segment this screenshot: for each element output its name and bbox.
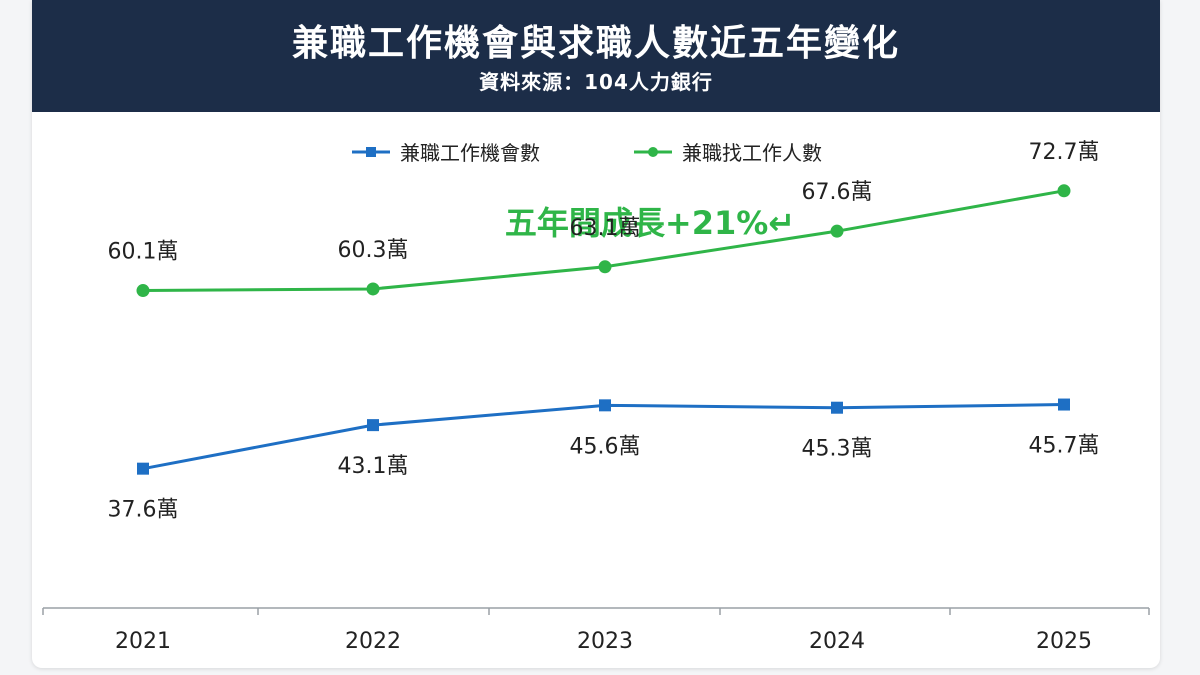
legend-marker	[366, 147, 376, 157]
chart-card: 兼職工作機會與求職人數近五年變化 資料來源：104人力銀行	[32, 0, 1160, 668]
data-label: 45.6萬	[570, 434, 641, 459]
data-point	[1057, 184, 1071, 198]
data-label: 60.3萬	[338, 238, 409, 263]
legend-label: 兼職找工作人數	[682, 141, 822, 165]
data-point	[367, 419, 379, 432]
chart-title: 兼職工作機會與求職人數近五年變化	[291, 23, 900, 64]
chart-source: 資料來源：104人力銀行	[479, 70, 713, 94]
legend-marker	[648, 147, 658, 157]
data-label: 43.1萬	[338, 454, 409, 479]
data-point	[599, 399, 611, 412]
data-point	[137, 462, 149, 475]
legend-item: 兼職工作機會數	[352, 141, 540, 165]
data-point	[366, 282, 380, 296]
data-label: 45.7萬	[1029, 434, 1100, 459]
x-tick-label: 2022	[345, 629, 401, 654]
data-label: 60.1萬	[108, 240, 179, 265]
chart-series: 37.6萬 43.1萬 45.6萬 45.3萬 45.7萬 60.1萬 60.3萬 63.1萬…	[108, 140, 1100, 523]
data-point	[598, 260, 612, 274]
x-tick-label: 2023	[577, 629, 633, 654]
data-label: 45.3萬	[802, 437, 873, 462]
data-point	[830, 224, 844, 238]
growth-annotation: 五年間成長+21%↵	[505, 204, 795, 242]
data-label: 67.6萬	[802, 180, 873, 205]
data-point	[136, 284, 150, 298]
x-tick-label: 2024	[809, 629, 865, 654]
legend-item: 兼職找工作人數	[634, 141, 822, 165]
data-point	[831, 401, 843, 414]
data-label: 72.7萬	[1029, 140, 1100, 165]
legend-label: 兼職工作機會數	[400, 141, 540, 165]
data-label: 37.6萬	[108, 498, 179, 523]
series-2: 60.1萬 60.3萬 63.1萬 67.6萬 72.7萬	[108, 140, 1100, 298]
data-label: 63.1萬	[570, 216, 641, 241]
x-axis: 2021 2022 2023 2024 2025	[42, 607, 1150, 654]
chart-legend: 兼職工作機會數 兼職找工作人數	[352, 141, 822, 165]
chart-header: 兼職工作機會與求職人數近五年變化 資料來源：104人力銀行	[32, 0, 1160, 112]
x-tick-label: 2021	[115, 629, 171, 654]
data-point	[1058, 398, 1070, 411]
x-tick-label: 2025	[1036, 629, 1092, 654]
series-1: 37.6萬 43.1萬 45.6萬 45.3萬 45.7萬	[108, 398, 1100, 523]
